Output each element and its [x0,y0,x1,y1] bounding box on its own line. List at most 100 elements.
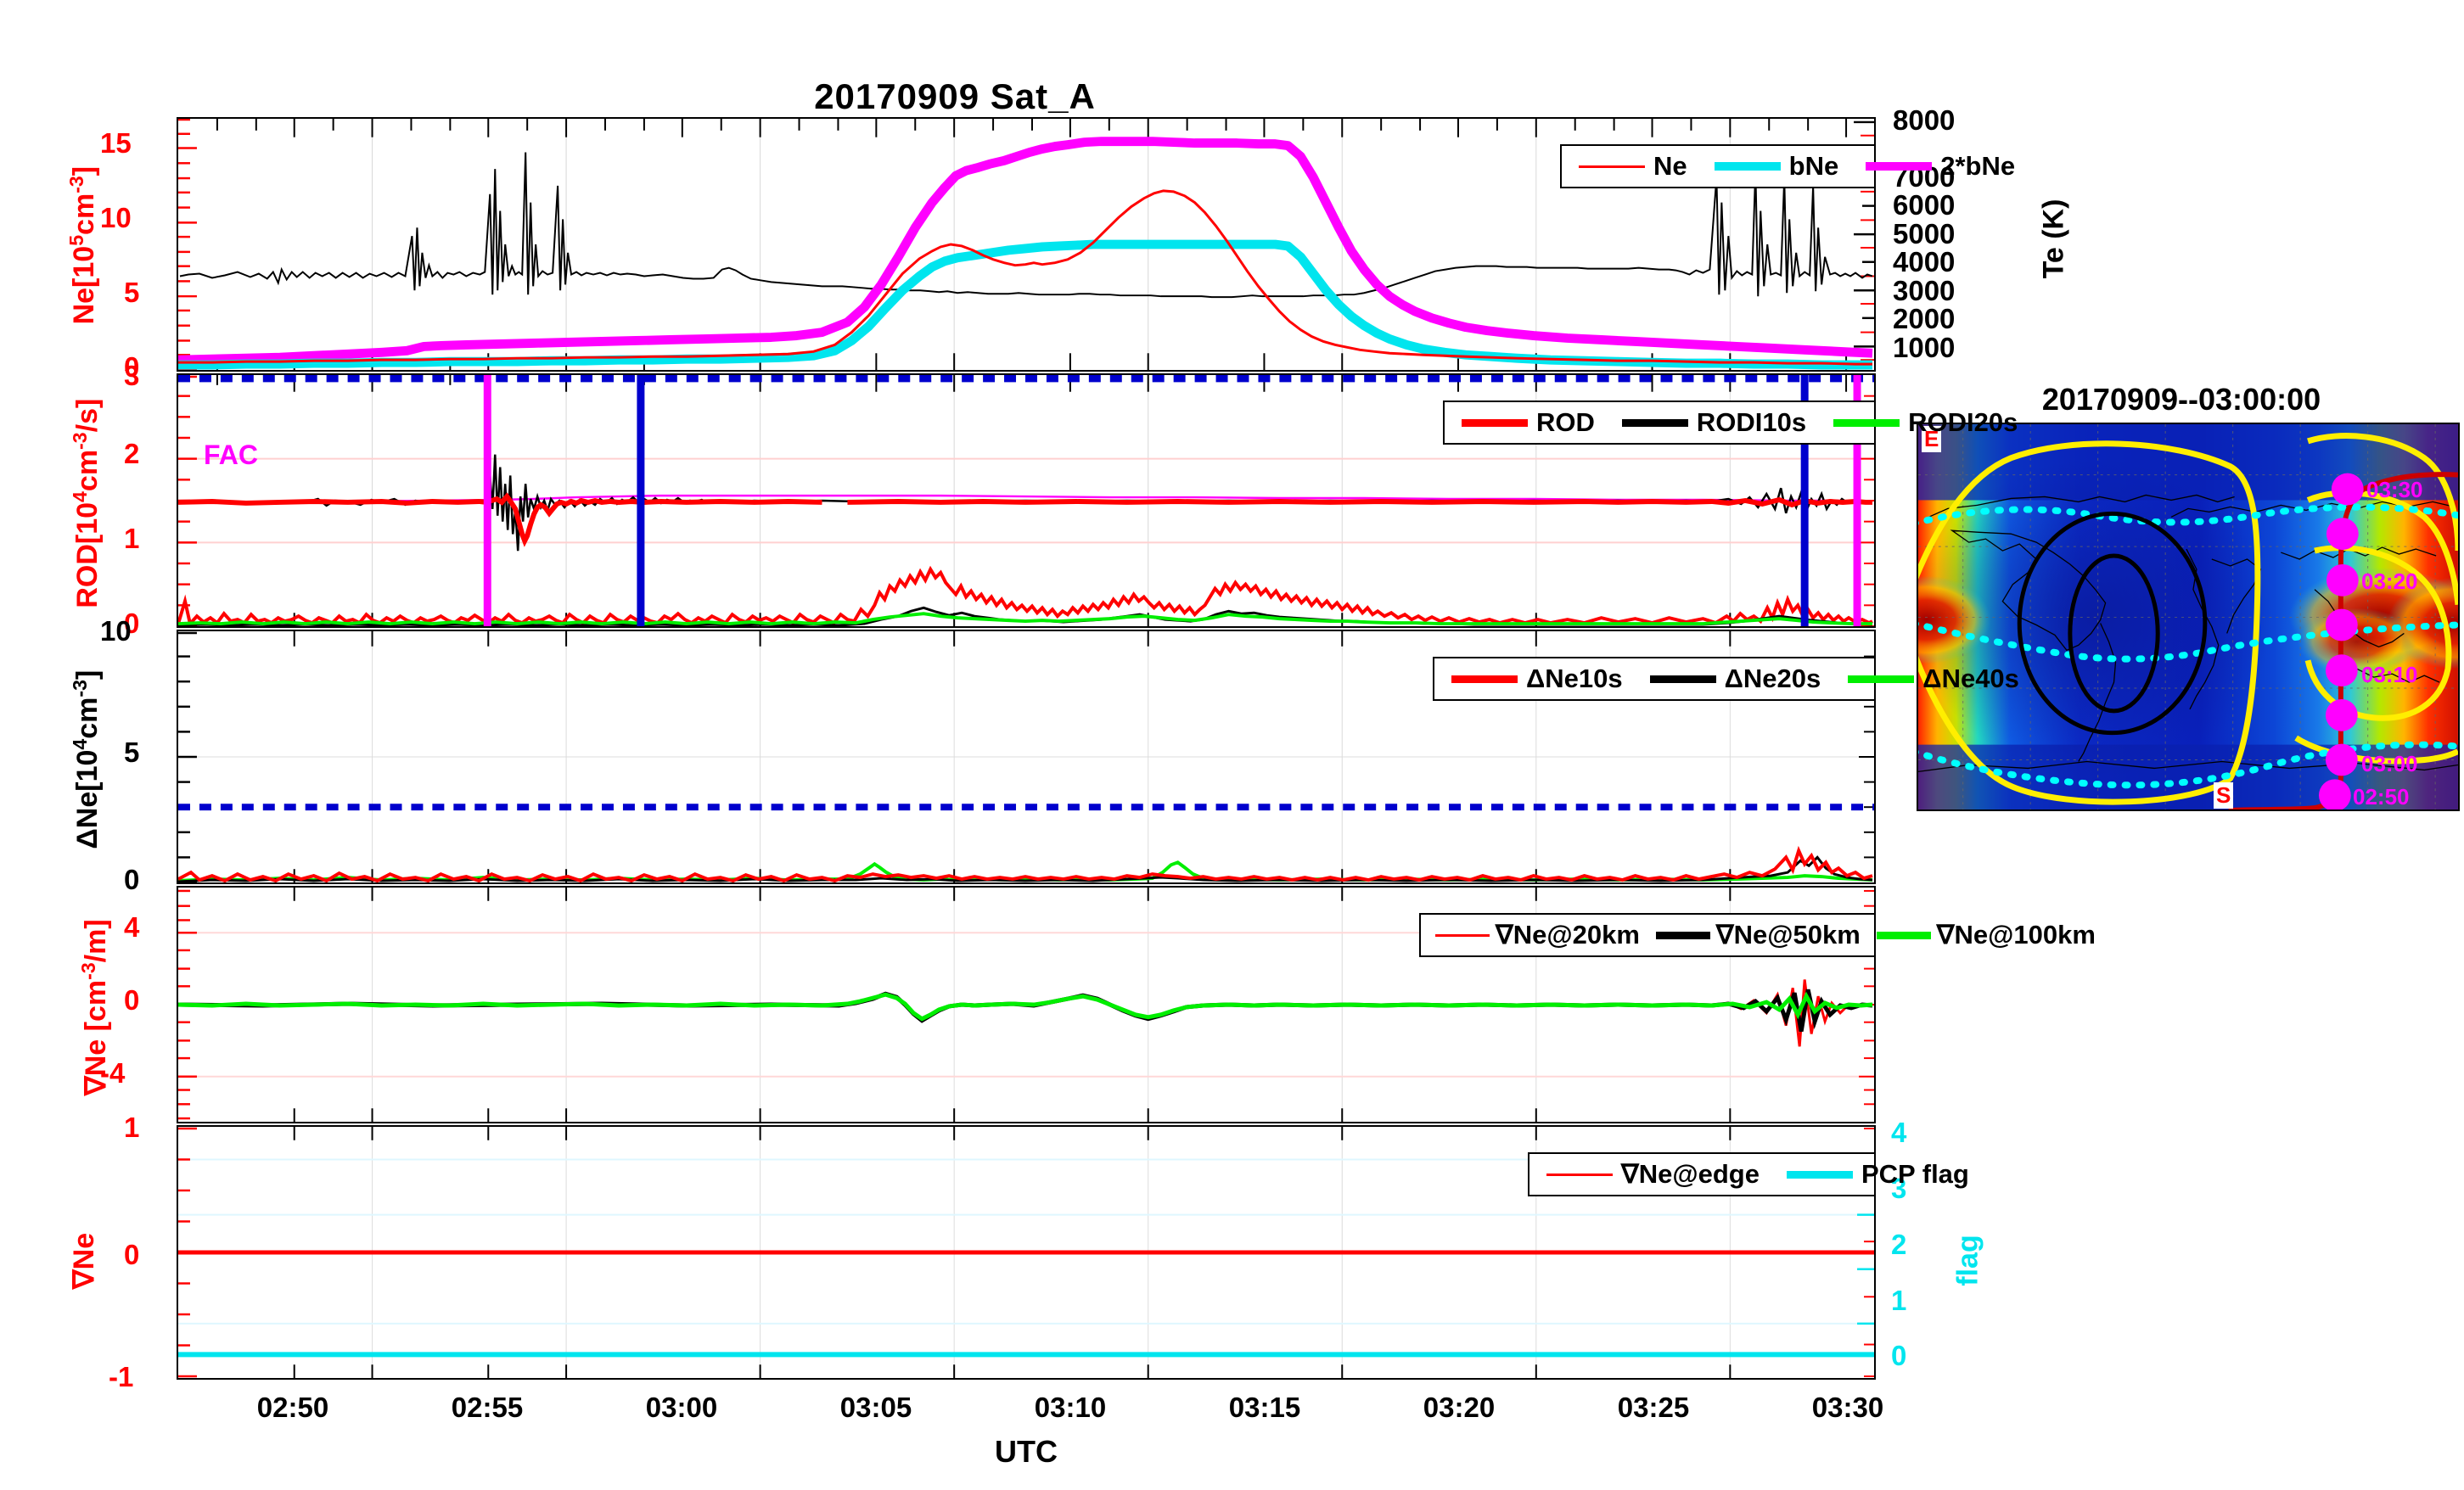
p5-flag-4: 4 [1891,1117,1907,1148]
xtick-1: 02:55 [451,1392,524,1423]
p1-te-4000: 4000 [1893,246,1956,277]
legend-swatch-gradne50km [1655,931,1710,939]
map-label-north: E [1922,426,1942,452]
legend-item-pcp-flag: PCP flag [1778,1159,1969,1190]
panel-pcp-y-label: ∇Ne [68,1232,100,1290]
map-track-label-0320: 03:20 [2361,569,2418,594]
legend-ne-panel: Ne bNe 2*bNe [1560,144,2015,188]
p1-ytick-5: 5 [124,277,140,308]
xtick-0: 02:50 [256,1392,329,1423]
panel-flag-y-label: flag [1951,1235,1984,1286]
p2-ytick-3: 3 [124,360,140,391]
p1-te-6000: 6000 [1893,189,1956,221]
p2-ytick-0: 0 [124,608,140,639]
tec-map[interactable]: E S 03:30 03:20 03:10 03:00 02:50 [1917,423,2460,811]
legend-item-gradne20km: ∇Ne@20km [1429,920,1650,950]
legend-gradne-panel: ∇Ne@20km ∇Ne@50km ∇Ne@100km [1419,913,2096,957]
panel-grad-ne-plot [178,888,1874,1122]
legend-item-dne40s: ΔNe40s [1839,664,2019,694]
series-dne10s [178,845,1873,882]
track-markers [2319,473,2364,809]
legend-item-rodi10s: RODI10s [1614,407,1825,438]
xtick-3: 03:05 [839,1392,912,1423]
p3-ytick-0: 0 [124,864,140,895]
legend-item-dne20s: ΔNe20s [1642,664,1840,694]
series-gradne-50km [178,989,1873,1032]
series-rod-baseline [178,492,822,547]
legend-item-gradne50km: ∇Ne@50km [1650,920,1871,950]
legend-label-dne10s: ΔNe10s [1526,664,1623,693]
satellite-orbit [2228,472,2458,809]
p5-ytick-1: 1 [124,1112,140,1143]
series-gradne-20km [178,979,1873,1047]
xtick-2: 03:00 [645,1392,718,1423]
p3-ytick-5: 5 [124,737,140,768]
legend-swatch-2bne [1866,162,1933,171]
p1-te-3000: 3000 [1893,275,1956,306]
p5-flag-2: 2 [1891,1229,1907,1260]
xtick-8: 03:30 [1811,1392,1884,1423]
panel-ne-y-label: Ne[105cm-3] [65,165,101,325]
map-track-label-0250: 02:50 [2353,784,2410,809]
p5-flag-1: 1 [1891,1285,1907,1316]
panel-te-y-label: Te (K) [2037,199,2070,279]
legend-item-rodi20s: RODI20s [1825,407,2018,438]
legend-item-gradne-edge: ∇Ne@edge [1538,1159,1778,1190]
xtick-5: 03:15 [1228,1392,1301,1423]
legend-label-gradne20km: ∇Ne@20km [1496,920,1640,949]
panel-gradne-y-label: ∇Ne [cm-3/m] [76,919,113,1096]
panel-delta-ne-plot [178,631,1874,882]
tec-map-plot [1918,424,2458,809]
p4-ytick-0: 0 [124,984,140,1016]
series-2bne [178,137,1873,365]
legend-swatch-pcp-flag [1786,1170,1853,1179]
p2-ytick-1: 1 [124,523,140,554]
legend-label-gradne-edge: ∇Ne@edge [1621,1159,1760,1189]
xtick-7: 03:25 [1617,1392,1690,1423]
legend-item-rod: ROD [1453,407,1614,438]
legend-swatch-dne40s [1848,675,1915,683]
xtick-4: 03:10 [1034,1392,1107,1423]
p1-ytick-10: 10 [100,202,132,233]
p5-flag-3: 3 [1891,1173,1907,1204]
legend-item-dne10s: ΔNe10s [1443,664,1642,694]
legend-swatch-rodi20s [1833,418,1900,427]
p1-te-5000: 5000 [1893,218,1956,249]
panel-ne-te-plot [178,119,1874,370]
p1-ytick-15: 15 [100,127,132,159]
polar-cap-contours [2017,511,2208,736]
legend-item-gradne100km: ∇Ne@100km [1871,920,2096,950]
fac-annotation: FAC [204,440,258,470]
coastlines [1918,494,2458,773]
p1-ytick-0: 0 [124,351,140,383]
p5-ytick-0: 0 [124,1239,140,1270]
legend-label-dne40s: ΔNe40s [1922,664,2019,693]
p4-ytick-4: 4 [124,911,140,943]
page-title: 20170909 Sat_A [814,76,1096,116]
tec-background [1918,424,2458,809]
p4-ytick-neg4: -4 [100,1057,126,1089]
series-rod-bursts [178,565,1873,626]
legend-swatch-bne [1714,162,1781,171]
legend-label-gradne100km: ∇Ne@100km [1936,920,2096,949]
legend-item-bne: bNe [1706,151,1858,182]
map-track-label-0300: 03:00 [2361,751,2418,776]
legend-label-bne: bNe [1788,151,1839,181]
map-track-label-0330: 03:30 [2366,477,2423,502]
p3-ytick-10: 10 [100,615,132,647]
p2-ytick-2: 2 [124,438,140,469]
panel-dne-y-label: ΔNe[104cm-3] [68,669,104,849]
legend-item-ne: Ne [1570,151,1706,182]
panel-rod-plot [178,375,1874,626]
series-rodi20s [178,612,1873,626]
legend-dne-panel: ΔNe10s ΔNe20s ΔNe40s [1433,657,2019,701]
legend-swatch-ne [1579,165,1645,168]
legend-pcp-panel: ∇Ne@edge PCP flag [1528,1152,1969,1196]
map-track-label-0310: 03:10 [2361,662,2418,687]
legend-swatch-gradne-edge [1546,1173,1613,1176]
xtick-6: 03:20 [1423,1392,1496,1423]
map-label-south: S [2214,782,2234,809]
legend-swatch-dne10s [1451,675,1518,683]
legend-label-2bne: 2*bNe [1940,151,2016,181]
